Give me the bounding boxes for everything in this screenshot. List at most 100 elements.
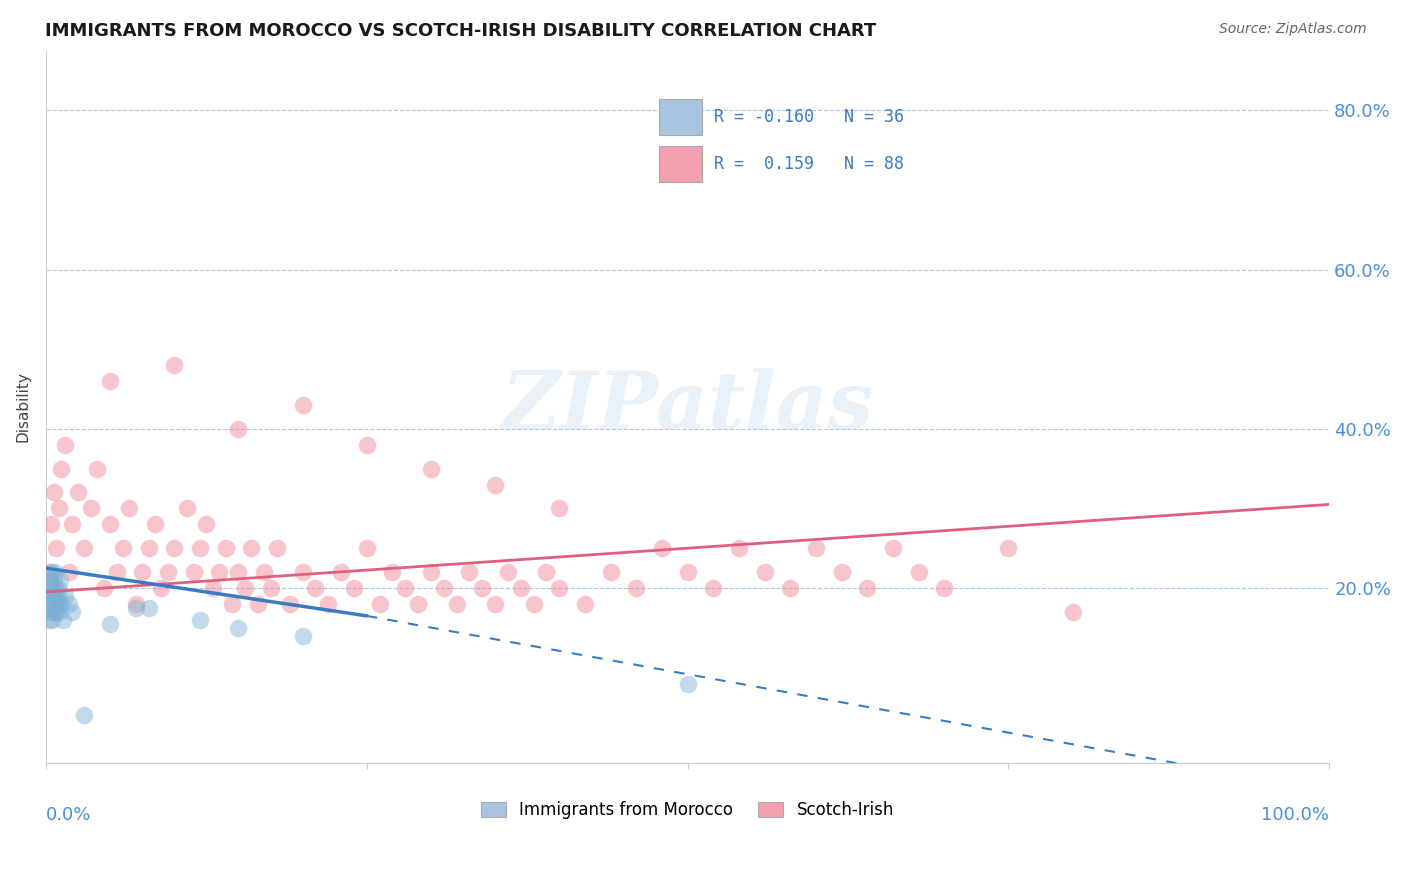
Point	[356, 438, 378, 452]
Point	[266, 541, 288, 556]
Point	[46, 581, 69, 595]
Point	[38, 573, 60, 587]
Point	[856, 581, 879, 595]
Point	[754, 565, 776, 579]
Point	[58, 565, 80, 579]
Point	[41, 589, 63, 603]
Point	[548, 501, 571, 516]
Point	[779, 581, 801, 595]
Point	[368, 597, 391, 611]
Text: R = -0.160   N = 36: R = -0.160 N = 36	[714, 109, 904, 127]
Point	[343, 581, 366, 595]
Point	[53, 438, 76, 452]
Point	[80, 501, 103, 516]
Point	[38, 589, 60, 603]
Text: 0.0%: 0.0%	[46, 805, 91, 824]
Text: IMMIGRANTS FROM MOROCCO VS SCOTCH-IRISH DISABILITY CORRELATION CHART: IMMIGRANTS FROM MOROCCO VS SCOTCH-IRISH …	[45, 22, 876, 40]
Point	[42, 485, 65, 500]
Point	[240, 541, 263, 556]
Point	[574, 597, 596, 611]
Point	[51, 597, 73, 611]
Point	[496, 565, 519, 579]
Bar	[658, 99, 702, 136]
Point	[484, 477, 506, 491]
Point	[98, 374, 121, 388]
Point	[125, 601, 148, 615]
Point	[42, 573, 65, 587]
Point	[188, 613, 211, 627]
Point	[44, 597, 66, 611]
Point	[676, 565, 699, 579]
Point	[676, 676, 699, 690]
Point	[150, 581, 173, 595]
Point	[291, 398, 314, 412]
Point	[304, 581, 326, 595]
Point	[458, 565, 481, 579]
Point	[39, 517, 62, 532]
Point	[246, 597, 269, 611]
Point	[44, 565, 66, 579]
Point	[523, 597, 546, 611]
Point	[330, 565, 353, 579]
Point	[38, 613, 60, 627]
Point	[291, 629, 314, 643]
Point	[48, 501, 70, 516]
Point	[1062, 605, 1084, 619]
Point	[45, 541, 67, 556]
Point	[356, 541, 378, 556]
Point	[278, 597, 301, 611]
Point	[48, 589, 70, 603]
Point	[934, 581, 956, 595]
Point	[907, 565, 929, 579]
Point	[73, 541, 96, 556]
Point	[98, 616, 121, 631]
Point	[253, 565, 276, 579]
Point	[259, 581, 281, 595]
Point	[37, 597, 59, 611]
Point	[98, 517, 121, 532]
Point	[67, 485, 90, 500]
Point	[45, 605, 67, 619]
Point	[599, 565, 621, 579]
Point	[433, 581, 456, 595]
Point	[60, 605, 83, 619]
Point	[138, 541, 160, 556]
Point	[39, 581, 62, 595]
Point	[228, 621, 250, 635]
Text: Source: ZipAtlas.com: Source: ZipAtlas.com	[1219, 22, 1367, 37]
Legend: Immigrants from Morocco, Scotch-Irish: Immigrants from Morocco, Scotch-Irish	[474, 795, 901, 826]
Point	[73, 708, 96, 723]
Point	[548, 581, 571, 595]
Text: R =  0.159   N = 88: R = 0.159 N = 88	[714, 154, 904, 172]
Point	[41, 613, 63, 627]
Point	[536, 565, 558, 579]
Point	[626, 581, 648, 595]
Point	[291, 565, 314, 579]
Point	[52, 613, 75, 627]
Point	[42, 605, 65, 619]
Point	[420, 461, 443, 475]
Point	[316, 597, 339, 611]
Point	[49, 573, 72, 587]
Point	[38, 581, 60, 595]
Point	[221, 597, 243, 611]
Text: ZIPatlas: ZIPatlas	[502, 368, 873, 446]
Point	[183, 565, 205, 579]
Point	[394, 581, 416, 595]
Point	[484, 597, 506, 611]
Point	[41, 597, 63, 611]
Point	[195, 517, 218, 532]
Point	[86, 461, 108, 475]
Point	[138, 601, 160, 615]
Point	[997, 541, 1019, 556]
Point	[118, 501, 141, 516]
Point	[44, 581, 66, 595]
Point	[651, 541, 673, 556]
Point	[804, 541, 827, 556]
Point	[51, 461, 73, 475]
Point	[406, 597, 429, 611]
Point	[163, 358, 186, 372]
Point	[176, 501, 198, 516]
Point	[58, 597, 80, 611]
Point	[46, 597, 69, 611]
